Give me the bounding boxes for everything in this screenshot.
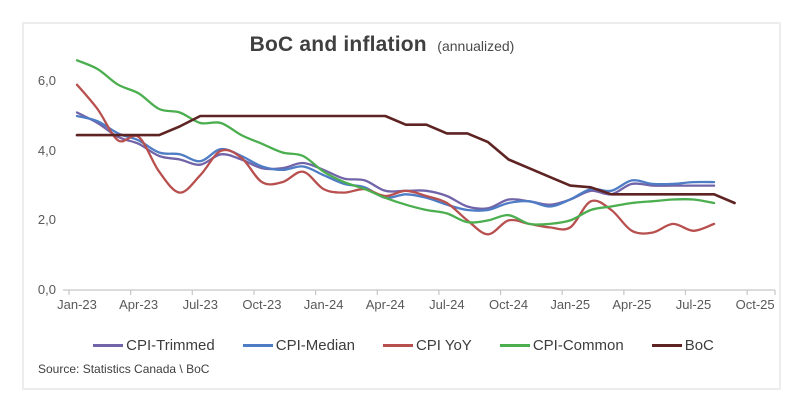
x-axis-label: Apr-25 [612, 297, 652, 312]
source-note: Source: Statistics Canada \ BoC [38, 362, 210, 376]
legend-label-cpi-yoy: CPI YoY [415, 337, 472, 354]
chart-title: BoC and inflation (annualized) [22, 33, 742, 57]
legend-swatch-cpi-median [242, 344, 273, 347]
legend-swatch-cpi-common [499, 344, 530, 347]
legend-item-cpi-trimmed: CPI-Trimmed [93, 337, 215, 354]
series-lines [75, 59, 736, 236]
x-axis-label: Oct-24 [489, 297, 529, 312]
legend-label-cpi-median: CPI-Median [275, 337, 355, 354]
x-axis [63, 289, 776, 295]
x-axis-label: Jul-23 [182, 297, 218, 312]
x-axis-label: Jan-25 [550, 297, 591, 312]
legend-label-cpi-trimmed: CPI-Trimmed [126, 337, 215, 354]
chart-title-text: BoC and inflation [249, 33, 427, 56]
legend-item-cpi-median: CPI-Median [242, 337, 355, 354]
legend-item-cpi-common: CPI-Common [499, 337, 624, 354]
legend-swatch-cpi-trimmed [93, 344, 124, 347]
series-line-cpi-yoy [75, 83, 716, 236]
x-axis-label: Jul-25 [675, 297, 712, 312]
y-axis-label: 0,0 [37, 282, 56, 297]
legend-swatch-boc [651, 344, 682, 347]
x-axis-label: Apr-24 [365, 297, 405, 312]
x-axis-label: Jul-24 [429, 297, 465, 312]
series-line-boc [75, 114, 736, 205]
y-axis-label: 4,0 [37, 142, 56, 158]
legend-label-cpi-common: CPI-Common [532, 337, 624, 354]
y-axis-label: 6,0 [37, 73, 56, 89]
x-axis-label: Jan-24 [303, 297, 344, 312]
series-line-cpi-median [75, 114, 716, 212]
legend: CPI-Trimmed CPI-Median CPI YoY CPI-Commo… [0, 337, 807, 354]
legend-item-boc: BoC [651, 337, 714, 354]
x-axis-label: Apr-23 [119, 297, 159, 312]
series-line-cpi-common [75, 59, 716, 226]
legend-item-cpi-yoy: CPI YoY [382, 337, 472, 354]
x-axis-label: Oct-23 [242, 297, 282, 312]
chart-frame [22, 22, 781, 390]
legend-label-boc: BoC [684, 337, 714, 354]
legend-swatch-cpi-yoy [382, 344, 413, 347]
y-axis-label: 2,0 [37, 212, 56, 228]
chart-title-suffix: (annualized) [437, 38, 515, 54]
x-axis-label: Jan-23 [57, 297, 97, 312]
x-axis-label: Oct-25 [735, 297, 775, 312]
